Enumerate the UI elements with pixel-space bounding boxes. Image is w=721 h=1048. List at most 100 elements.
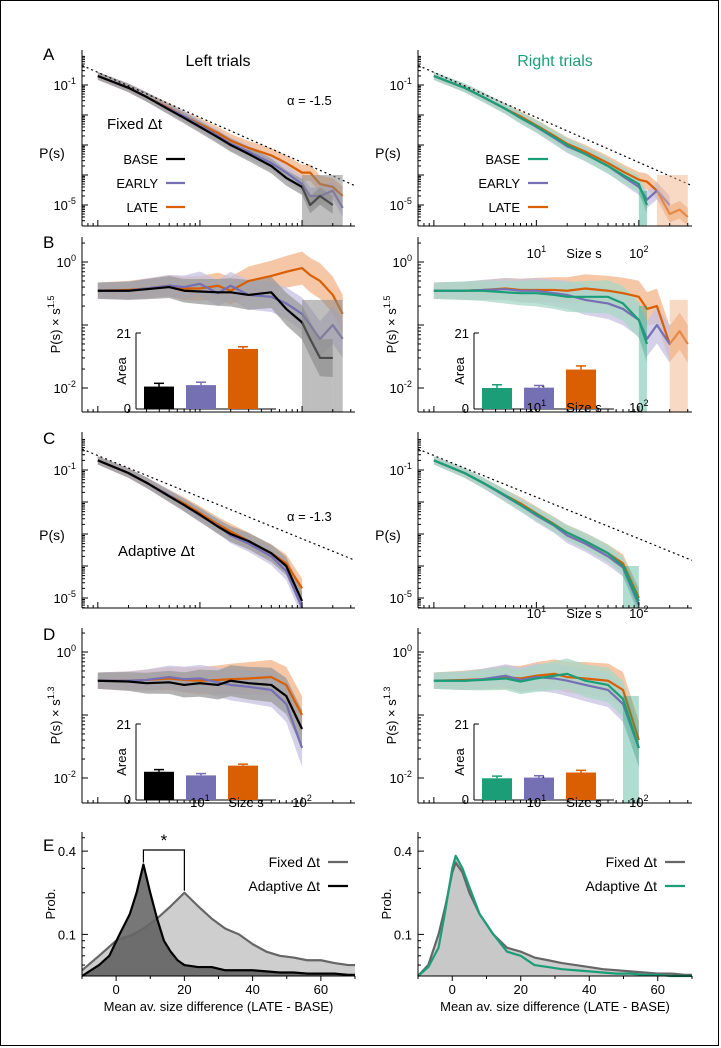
- panel-C-right: 10-1 10-5 P(s): [375, 432, 692, 609]
- panel-A-right: 10-1 10-5 P(s) BASE EARLY LATE: [375, 50, 692, 227]
- x-axis-label: Size s: [566, 606, 602, 621]
- inset-y-label: Area: [114, 748, 129, 776]
- inset-bar-late: [228, 348, 258, 409]
- inset-y-tick-label: 21: [117, 717, 131, 732]
- tail-band: [638, 306, 647, 412]
- area-fixed: [418, 862, 692, 976]
- y-tick-label: 10-1: [389, 76, 412, 93]
- tail-band: [332, 299, 343, 412]
- annotation-adaptive-dt: Adaptive Δt: [118, 543, 196, 560]
- legend-label-early: EARLY: [116, 176, 158, 191]
- inset-bar-chart: 21 0 Area: [114, 717, 276, 807]
- y-axis-label: P(s) × s1.3: [46, 687, 63, 745]
- tail-band: [656, 175, 688, 226]
- y-tick-label: 10-2: [389, 769, 412, 786]
- line-early: [97, 675, 304, 749]
- plot-area: [418, 448, 692, 608]
- y-axis-label: P(s): [39, 527, 65, 543]
- tail-band: [622, 696, 639, 803]
- tail-band: [669, 299, 688, 412]
- x-tick-label: 102: [292, 793, 312, 810]
- line-fixed: [81, 891, 355, 972]
- x-tick-label: 20: [514, 982, 528, 997]
- y-tick-label: 0.4: [58, 844, 76, 859]
- inset-y-tick-label: 21: [455, 717, 469, 732]
- plot-area: [433, 658, 640, 803]
- panel-D-right: 100 10-2 P(s) × s1.3 101 21 0 Area 101 Size s 102…: [382, 604, 692, 810]
- legend-label-adaptive: Adaptive Δt: [585, 878, 657, 894]
- x-tick-label: 101: [527, 793, 547, 810]
- x-tick-label: 102: [629, 398, 649, 415]
- x-tick-label: 101: [527, 604, 547, 621]
- x-axis-label: Size s: [566, 246, 602, 261]
- line-early: [433, 459, 640, 606]
- y-tick-label: 10-5: [389, 196, 412, 213]
- tail-band: [332, 175, 343, 226]
- inset-bar-late: [228, 765, 258, 800]
- x-axis-label: Size s: [228, 795, 264, 810]
- y-tick-label: 100: [56, 253, 76, 270]
- reference-line: [418, 64, 692, 187]
- y-axis-label: P(s): [375, 527, 401, 543]
- x-axis-label: Mean av. size difference (LATE - BASE): [104, 999, 334, 1014]
- x-tick-label: 0: [449, 982, 456, 997]
- y-axis-label: P(s): [375, 145, 401, 161]
- band-early: [97, 456, 303, 608]
- y-tick-label: 10-2: [389, 379, 412, 396]
- header-left-trials: Left trials: [186, 53, 251, 70]
- band-base: [433, 456, 639, 608]
- band-early: [433, 456, 639, 608]
- line-base: [433, 459, 640, 602]
- inset-bar-late: [566, 369, 596, 409]
- inset-bar-base: [482, 388, 512, 409]
- y-axis-label: P(s) × s1.5: [382, 296, 399, 354]
- band-base: [433, 72, 647, 215]
- y-tick-label: 10-5: [389, 589, 412, 606]
- annotation-fixed-dt: Fixed Δt: [107, 116, 163, 133]
- inset-y-label: Area: [452, 357, 467, 385]
- y-tick-label: 100: [56, 643, 76, 660]
- y-tick-label: 0.4: [394, 844, 412, 859]
- line-adaptive: [417, 854, 692, 978]
- header-right-trials: Right trials: [517, 53, 593, 70]
- panel-letter-C: C: [43, 429, 55, 448]
- reference-line: [82, 448, 355, 561]
- y-tick-label: 100: [392, 643, 412, 660]
- panel-C-left: 10-1 10-5 P(s) Adaptive Δt α = -1.3: [39, 432, 355, 609]
- inset-bar-late: [566, 772, 596, 800]
- line-base: [433, 672, 640, 749]
- legend-label-late: LATE: [488, 200, 520, 215]
- tail-band: [622, 566, 639, 608]
- tail-band: [302, 299, 311, 412]
- y-tick-label: 10-2: [53, 769, 76, 786]
- inset-bar-chart: 21 0 Area: [114, 326, 276, 416]
- line-adaptive: [81, 863, 355, 977]
- legend-label-adaptive: Adaptive Δt: [248, 878, 320, 894]
- annotation-alpha: α = -1.5: [287, 93, 332, 108]
- tail-band: [320, 175, 333, 226]
- legend-label-base: BASE: [485, 152, 520, 167]
- panel-letter-B: B: [43, 233, 54, 252]
- significance-bracket: [142, 849, 185, 891]
- inset-y-tick-label: 21: [117, 326, 131, 341]
- panel-A-left: 10-1 10-5 P(s) Fixed Δt α = -1.5 BASE EARLY LAT…: [39, 50, 355, 227]
- band-base: [97, 665, 303, 748]
- y-tick-label: 0.1: [394, 927, 412, 942]
- tail-band: [310, 175, 321, 226]
- inset-bar-early: [186, 775, 216, 800]
- tail-band: [302, 175, 311, 226]
- legend-label-late: LATE: [126, 200, 158, 215]
- x-tick-label: 101: [527, 398, 547, 415]
- plot-area: [82, 64, 355, 226]
- line-base: [433, 289, 649, 345]
- x-tick-label: 102: [629, 793, 649, 810]
- x-tick-label: 102: [629, 244, 649, 261]
- plot-area: [97, 659, 304, 767]
- y-axis-label: Prob.: [43, 888, 58, 919]
- y-axis-label: P(s) × s1.3: [382, 687, 399, 745]
- y-tick-label: 10-5: [53, 589, 76, 606]
